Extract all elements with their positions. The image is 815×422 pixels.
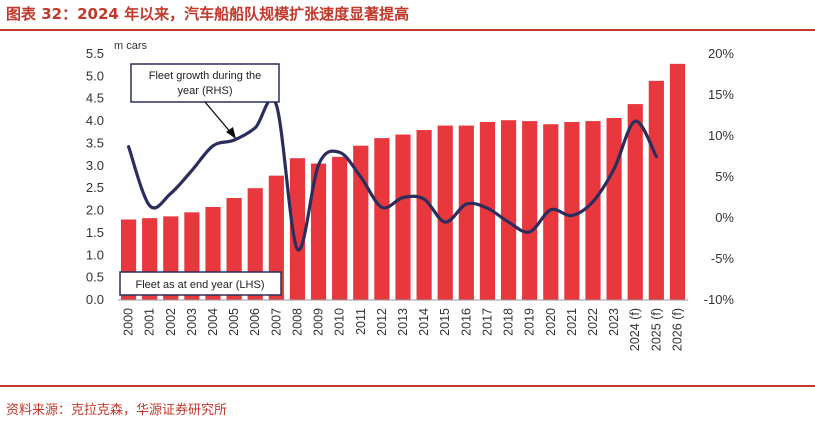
category-label: 2012 [375,308,389,336]
left-tick-label: 1.5 [86,225,104,240]
left-tick-label: 4.0 [86,113,104,128]
bar-2008 [289,158,306,300]
bar-2024f [627,104,643,300]
left-tick-label: 0.0 [86,292,104,307]
bar-2013 [395,134,411,300]
bar-2009 [310,163,327,300]
left-tick-label: 0.5 [86,270,104,285]
category-label: 2014 [417,308,431,336]
bar-2022 [585,121,601,300]
line-legend-box [130,63,280,103]
chart-title: 图表 32：2024 年以来，汽车船船队规模扩张速度显著提高 [6,5,410,23]
bar-2026f [669,63,686,301]
left-tick-label: 3.5 [86,135,104,150]
left-tick-label: 2.5 [86,180,104,195]
bar-2014 [416,130,432,300]
line-legend-arrow [204,101,233,135]
bar-2020 [543,124,559,300]
bar-2012 [374,138,390,300]
line-legend-text-1: Fleet growth during the [149,70,262,82]
line-legend-arrowhead [226,127,236,139]
category-label: 2010 [333,308,347,336]
left-tick-label: 3.0 [86,158,104,173]
left-tick-label: 5.5 [86,46,104,61]
category-label: 2001 [143,308,157,336]
bar-2015 [437,125,453,301]
left-tick-label: 4.5 [86,91,104,106]
category-label: 2011 [354,308,368,335]
right-tick-label: 5% [715,169,734,184]
bar-2025f [648,80,664,300]
category-label: 2016 [459,308,473,336]
bar-2017 [479,121,496,301]
category-label: 2022 [586,308,600,336]
bar-2019 [522,121,538,300]
growth-line-series [127,97,658,252]
left-tick-label: 2.0 [86,203,104,218]
right-tick-label: 15% [708,87,734,102]
line-legend-text-2: year (RHS) [177,85,232,97]
left-tick-label: 5.0 [86,68,104,83]
bar-2023 [606,117,622,301]
right-tick-label: 20% [708,46,734,61]
category-label: 2026 (f) [670,308,684,351]
bottom-rule [0,385,815,387]
left-axis-unit-label: m cars [114,40,148,52]
bar-2007 [268,175,284,300]
category-label: 2020 [544,308,558,336]
source-note: 资料来源：克拉克森，华源证券研究所 [6,403,228,418]
category-label: 2025 (f) [649,308,663,351]
right-tick-label: 10% [708,128,734,143]
category-label: 2021 [565,308,579,336]
bar-2021 [564,121,580,301]
category-label: 2000 [122,308,136,336]
category-label: 2007 [269,308,283,336]
category-label: 2005 [227,308,241,336]
bar-2016 [458,125,474,301]
category-label: 2003 [185,308,199,336]
right-tick-label: 0% [715,210,734,225]
category-label: 2017 [480,308,494,336]
category-label: 2008 [290,308,304,336]
category-label: 2018 [502,308,516,336]
category-label: 2009 [312,308,326,336]
category-label: 2004 [206,308,220,336]
category-label: 2023 [607,308,621,336]
bar-2010 [332,156,348,300]
category-label: 2024 (f) [628,308,642,351]
right-tick-label: -5% [711,251,735,266]
bar-legend-box [119,271,282,296]
top-rule [0,29,815,31]
category-label: 2013 [396,308,410,336]
category-label: 2002 [164,308,178,336]
category-label: 2015 [438,308,452,336]
bar-2018 [500,120,517,300]
left-tick-label: 1.0 [86,247,104,262]
right-tick-label: -10% [704,292,735,307]
category-label: 2006 [248,308,262,336]
bar-legend-text: Fleet as at end year (LHS) [135,279,264,291]
category-label: 2019 [523,308,537,336]
